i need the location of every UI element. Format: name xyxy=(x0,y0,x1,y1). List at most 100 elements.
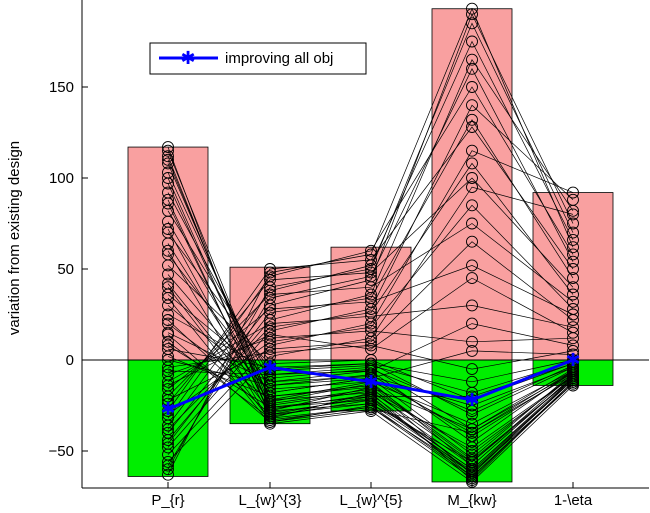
solution-point xyxy=(466,217,478,230)
solution-point xyxy=(567,193,579,206)
solution-point xyxy=(264,306,276,319)
solution-point xyxy=(365,364,377,377)
solution-point xyxy=(162,141,174,154)
solution-point xyxy=(567,248,579,261)
solution-point xyxy=(466,99,478,112)
solution-point xyxy=(162,455,174,468)
solution-point xyxy=(567,208,579,221)
solution-point xyxy=(365,306,377,319)
y-tick-label: −50 xyxy=(49,443,74,460)
solution-point xyxy=(264,321,276,334)
highlight-marker: ✱ xyxy=(262,357,277,378)
solution-point xyxy=(466,199,478,212)
solution-point xyxy=(365,321,377,334)
solution-point xyxy=(466,35,478,48)
highlight-series: ✱ ✱ ✱ ✱ ✱ xyxy=(160,350,580,420)
solution-line xyxy=(167,203,574,470)
solution-point xyxy=(162,459,174,472)
solution-point xyxy=(162,268,174,281)
solution-point xyxy=(567,241,579,254)
solution-point xyxy=(567,366,579,379)
solution-point xyxy=(466,53,478,66)
solution-point xyxy=(567,326,579,339)
solution-line xyxy=(167,323,574,375)
solution-point xyxy=(162,314,174,326)
solution-point xyxy=(466,459,478,472)
solution-point xyxy=(365,357,377,370)
solution-point xyxy=(466,181,478,194)
solution-line xyxy=(167,159,574,463)
solution-point xyxy=(365,292,377,305)
solution-line xyxy=(167,330,574,375)
solution-point xyxy=(466,2,478,15)
solution-point xyxy=(466,259,478,272)
solution-point xyxy=(264,292,276,305)
x-tick-label: L_{w}^{5} xyxy=(340,492,403,509)
solution-point xyxy=(466,81,478,93)
solution-point xyxy=(365,270,377,283)
solution-line xyxy=(167,210,574,430)
solution-point xyxy=(466,272,478,285)
solution-point xyxy=(264,375,276,388)
highlight-marker: ✱ xyxy=(565,350,580,371)
solution-point xyxy=(466,121,478,133)
solution-line xyxy=(167,345,574,370)
solution-line xyxy=(167,150,574,459)
solution-point xyxy=(162,379,174,392)
solution-point xyxy=(466,235,478,248)
solution-line xyxy=(167,277,574,386)
y-tick-label: 50 xyxy=(57,261,74,278)
solution-point xyxy=(466,335,478,348)
solution-point xyxy=(162,437,174,450)
range-bar-positive xyxy=(431,8,513,361)
solution-point xyxy=(264,399,276,412)
solution-point xyxy=(264,343,276,356)
highlight-line xyxy=(167,358,574,411)
solution-point xyxy=(162,423,174,436)
solution-line xyxy=(167,40,574,426)
solution-line xyxy=(167,162,574,430)
solution-point xyxy=(264,299,276,312)
solution-point xyxy=(162,244,174,257)
solution-point xyxy=(162,335,174,348)
solution-point xyxy=(466,344,478,357)
solution-point xyxy=(162,328,174,341)
solution-point xyxy=(264,335,276,348)
y-tick-label: 150 xyxy=(49,79,74,96)
solution-point xyxy=(365,248,377,261)
solution-point xyxy=(162,281,174,294)
solution-point xyxy=(162,153,174,166)
solution-line xyxy=(167,286,574,479)
solution-point xyxy=(466,426,478,439)
solution-point xyxy=(466,452,478,465)
x-tick-label: 1-\eta xyxy=(554,492,593,509)
solution-point xyxy=(365,263,377,275)
highlight-marker: ✱ xyxy=(363,372,378,393)
solution-point xyxy=(162,394,174,406)
solution-line xyxy=(167,104,574,448)
solution-point xyxy=(567,288,579,301)
solution-lines xyxy=(162,2,579,488)
solution-point xyxy=(567,272,579,285)
x-tick-label: P_{r} xyxy=(151,492,184,509)
solution-point xyxy=(567,295,579,308)
solution-point xyxy=(162,197,174,210)
solution-point xyxy=(567,226,579,239)
solution-point xyxy=(365,266,377,279)
legend-marker-icon: ✱ xyxy=(180,48,195,69)
solution-point xyxy=(466,17,478,30)
solution-point xyxy=(264,403,276,416)
solution-point xyxy=(365,343,377,356)
solution-point xyxy=(365,335,377,348)
solution-point xyxy=(567,217,579,230)
solution-point xyxy=(567,314,579,326)
solution-point xyxy=(567,255,579,268)
solution-point xyxy=(162,354,174,366)
solution-point xyxy=(264,328,276,341)
solution-point xyxy=(162,144,174,157)
solution-point xyxy=(162,468,174,481)
solution-point xyxy=(466,157,478,170)
solution-point xyxy=(567,233,579,246)
highlight-marker: ✱ xyxy=(464,390,479,411)
